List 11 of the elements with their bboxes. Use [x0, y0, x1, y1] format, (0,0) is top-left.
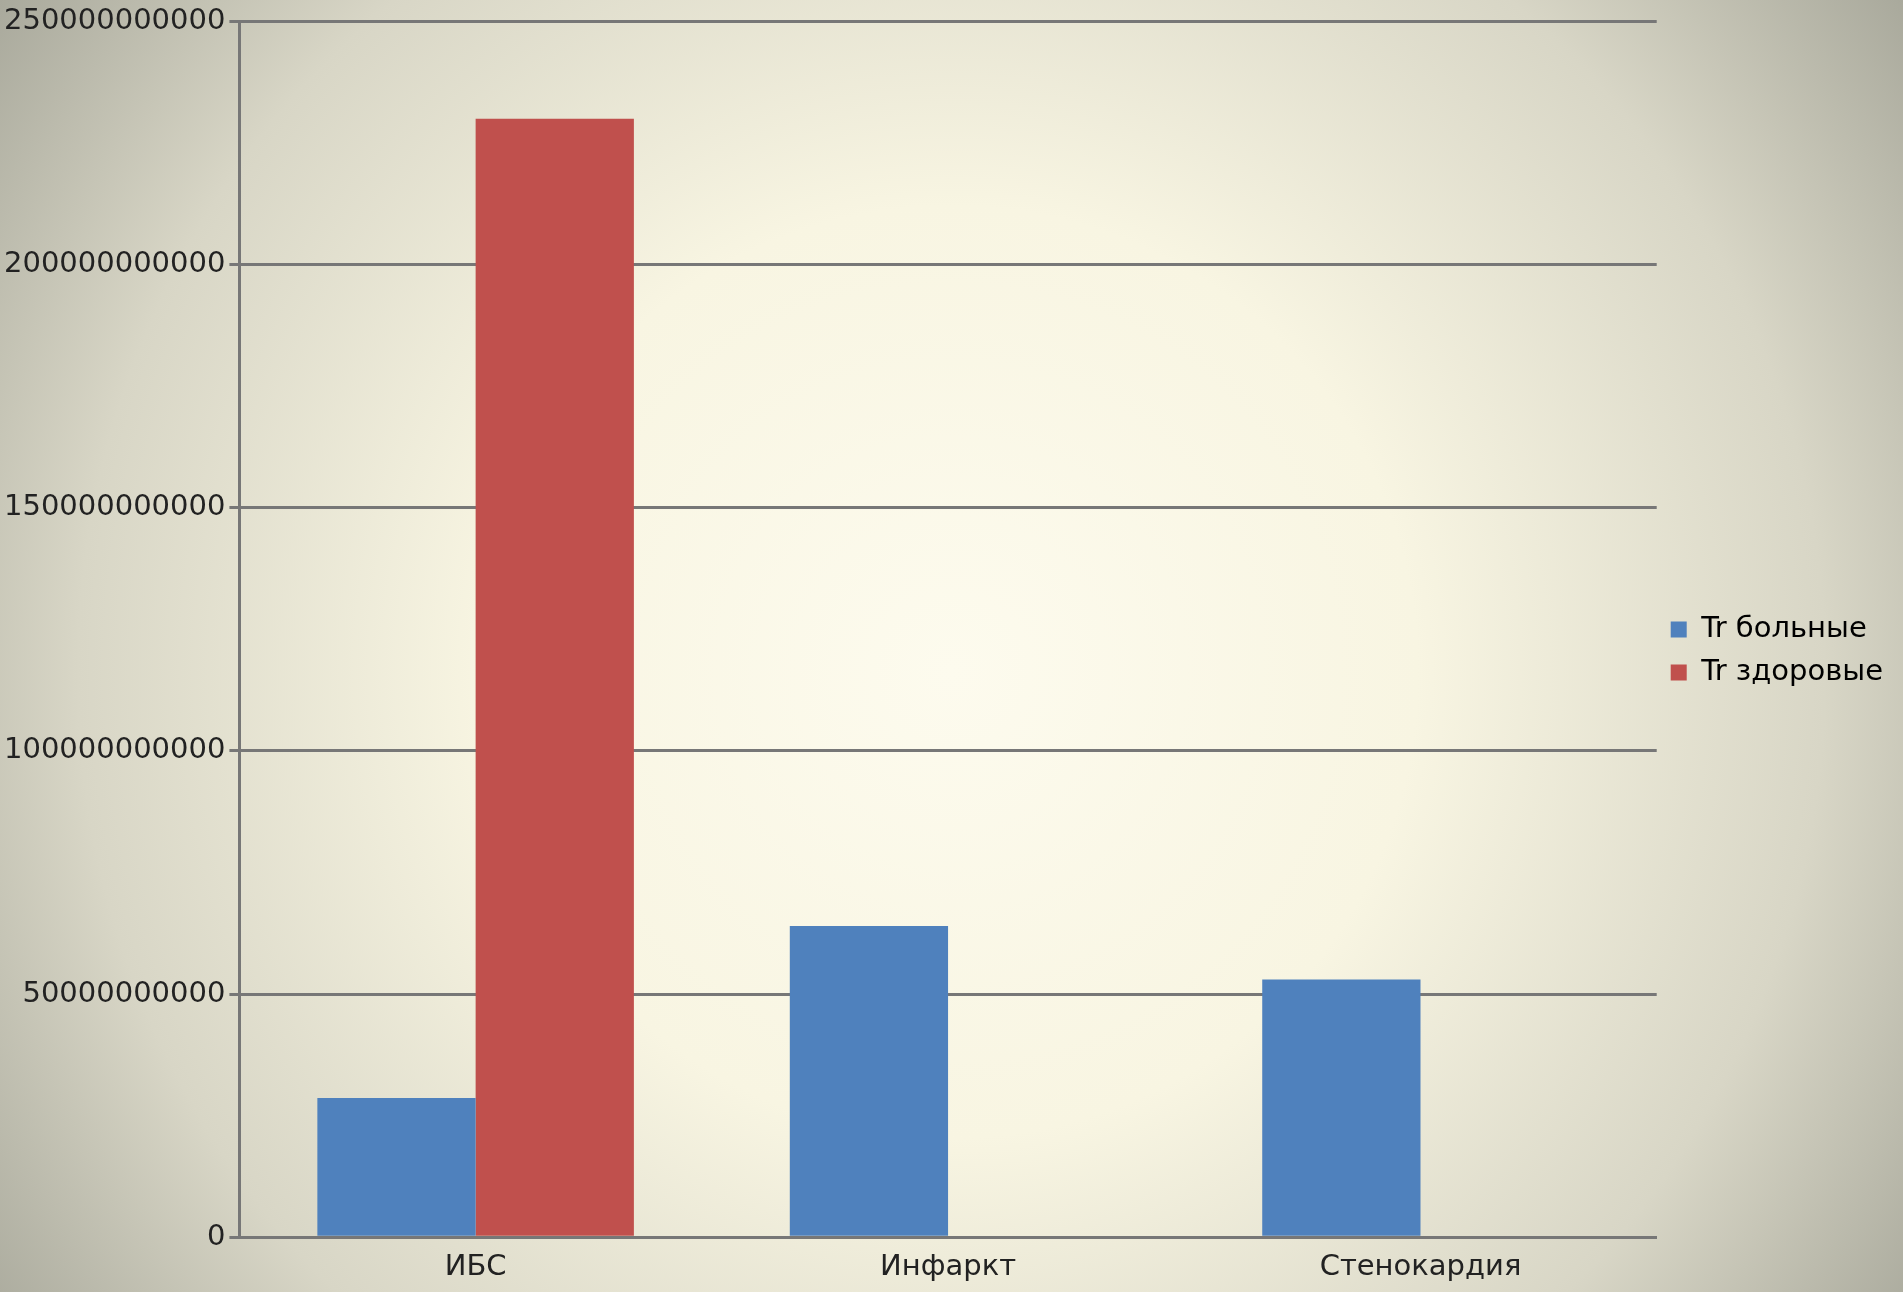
- y-tick-label: 250000000000: [3, 1, 226, 36]
- legend-label: Tr больные: [1700, 610, 1867, 645]
- y-tick-label: 150000000000: [3, 488, 226, 523]
- x-tick-label: Стенокардия: [1319, 1248, 1522, 1283]
- y-tick-label: 50000000000: [22, 974, 226, 1009]
- legend-label: Tr здоровые: [1700, 653, 1884, 688]
- y-tick-label: 200000000000: [3, 245, 226, 280]
- x-tick-label: ИБС: [444, 1248, 507, 1283]
- y-tick-label: 100000000000: [3, 731, 226, 766]
- x-tick-label: Инфаркт: [880, 1248, 1017, 1283]
- y-tick-label: 0: [206, 1217, 226, 1252]
